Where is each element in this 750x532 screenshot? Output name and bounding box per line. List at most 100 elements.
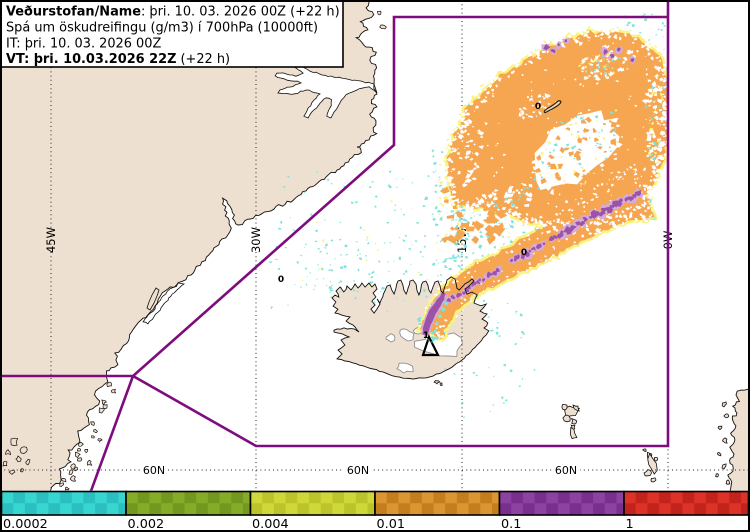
islet <box>84 449 89 453</box>
colorbar-tick-label: 0.0002 <box>3 517 48 532</box>
greenland-landmass <box>1 1 377 491</box>
islet <box>643 469 652 477</box>
glacier <box>396 362 414 374</box>
volcano-green-marks <box>426 338 434 344</box>
volcano-base-dot <box>429 353 432 356</box>
colorbar-block <box>623 490 750 516</box>
islet <box>59 482 65 487</box>
islet <box>562 414 571 423</box>
header-line-4-rest: (+22 h) <box>176 52 230 67</box>
islet <box>641 448 647 452</box>
greenland-coastline <box>50 1 378 491</box>
islet <box>725 479 731 485</box>
contour-label-one: 1 <box>423 331 429 341</box>
islet <box>15 455 22 463</box>
islet <box>102 403 108 409</box>
fir-boundary <box>1 1 670 491</box>
colorbar-tick-label: 1 <box>626 517 634 532</box>
islet <box>377 10 382 16</box>
colorbar-block <box>498 490 625 516</box>
header-box-background <box>0 0 344 68</box>
colorbar: 0.0002 0.002 0.004 0.01 0.1 1 <box>0 490 750 532</box>
volcano-cyan-specks <box>430 331 437 340</box>
islet <box>97 438 103 443</box>
islet <box>110 388 117 394</box>
ash-plume <box>268 13 668 419</box>
colorbar-block <box>249 490 376 516</box>
ash-cyan-strip <box>430 301 449 341</box>
islet <box>76 457 83 462</box>
islet <box>717 425 723 431</box>
contour-label-zero: 0 <box>535 102 541 112</box>
header-line-3: IT: þri. 10. 03. 2026 00Z <box>6 37 161 52</box>
islet <box>722 437 728 444</box>
glacier <box>385 333 396 343</box>
coastlines <box>50 1 490 491</box>
parallel-label: 60N <box>143 464 165 477</box>
islet <box>10 437 19 446</box>
islet <box>64 486 70 491</box>
parallel-label-background <box>344 464 372 476</box>
meridian-label: 45W <box>44 227 58 253</box>
header-line-1: Veðurstofan/Name: þri. 10. 03. 2026 00Z … <box>6 5 340 20</box>
islet <box>570 417 578 425</box>
islet <box>101 399 108 406</box>
islet <box>86 459 93 466</box>
islet <box>561 404 568 411</box>
islet <box>70 463 76 470</box>
islet <box>723 413 730 419</box>
header-line-2: Spá um öskudreifingu (g/m3) í 700hPa (10… <box>6 21 318 36</box>
islet <box>106 381 113 388</box>
islet <box>716 452 722 457</box>
islet <box>90 421 95 426</box>
islet <box>91 435 95 439</box>
volcano-cyan-specks <box>430 331 437 340</box>
meridian-label: 30W <box>249 227 263 253</box>
islet <box>721 401 727 408</box>
glacier <box>399 328 415 342</box>
islet <box>439 382 443 387</box>
norway-coast <box>727 388 749 491</box>
colorbar-tick-label: 0.1 <box>501 517 521 532</box>
header-line-1-rest: : þri. 10. 03. 2026 00Z (+22 h) <box>141 5 340 20</box>
fjord-island <box>146 287 160 311</box>
colorbar-block <box>125 490 252 516</box>
islet <box>69 475 77 482</box>
islet <box>715 473 719 478</box>
colorbar-tick-label: 0.01 <box>377 517 406 532</box>
landmasses <box>1 1 749 491</box>
islet <box>572 404 580 412</box>
islet <box>75 451 81 458</box>
islet <box>653 457 659 462</box>
header-line-4-bold: VT: þri. 10.03.2026 22Z <box>6 52 176 67</box>
scoresby-fjord <box>274 53 378 119</box>
colorbar-block <box>374 490 501 516</box>
forecast-header-box: Veðurstofan/Name: þri. 10. 03. 2026 00Z … <box>0 0 344 68</box>
islet <box>650 477 657 483</box>
islet <box>5 449 12 456</box>
iceland-coastline <box>331 276 490 380</box>
parallel-label: 60N <box>555 464 577 477</box>
jan-mayen-island <box>543 100 562 114</box>
islet <box>721 463 727 470</box>
islet <box>93 429 98 433</box>
contour-label-zero: 0 <box>278 275 284 285</box>
islet <box>647 452 658 475</box>
islet <box>2 460 8 467</box>
sermilik-fjord <box>142 282 186 325</box>
colorbar-block <box>0 490 127 516</box>
islet <box>76 447 81 452</box>
colorbar-tick-label: 0.004 <box>252 517 289 532</box>
islet <box>19 446 28 454</box>
glacier <box>413 332 463 357</box>
parallel-label-background <box>552 464 580 476</box>
islet <box>379 24 387 30</box>
contour-labels: 0 0 0 1 <box>278 102 541 341</box>
islet <box>25 458 31 466</box>
contour-label-zero: 0 <box>521 248 527 258</box>
colorbar-tick-label: 0.002 <box>128 517 165 532</box>
